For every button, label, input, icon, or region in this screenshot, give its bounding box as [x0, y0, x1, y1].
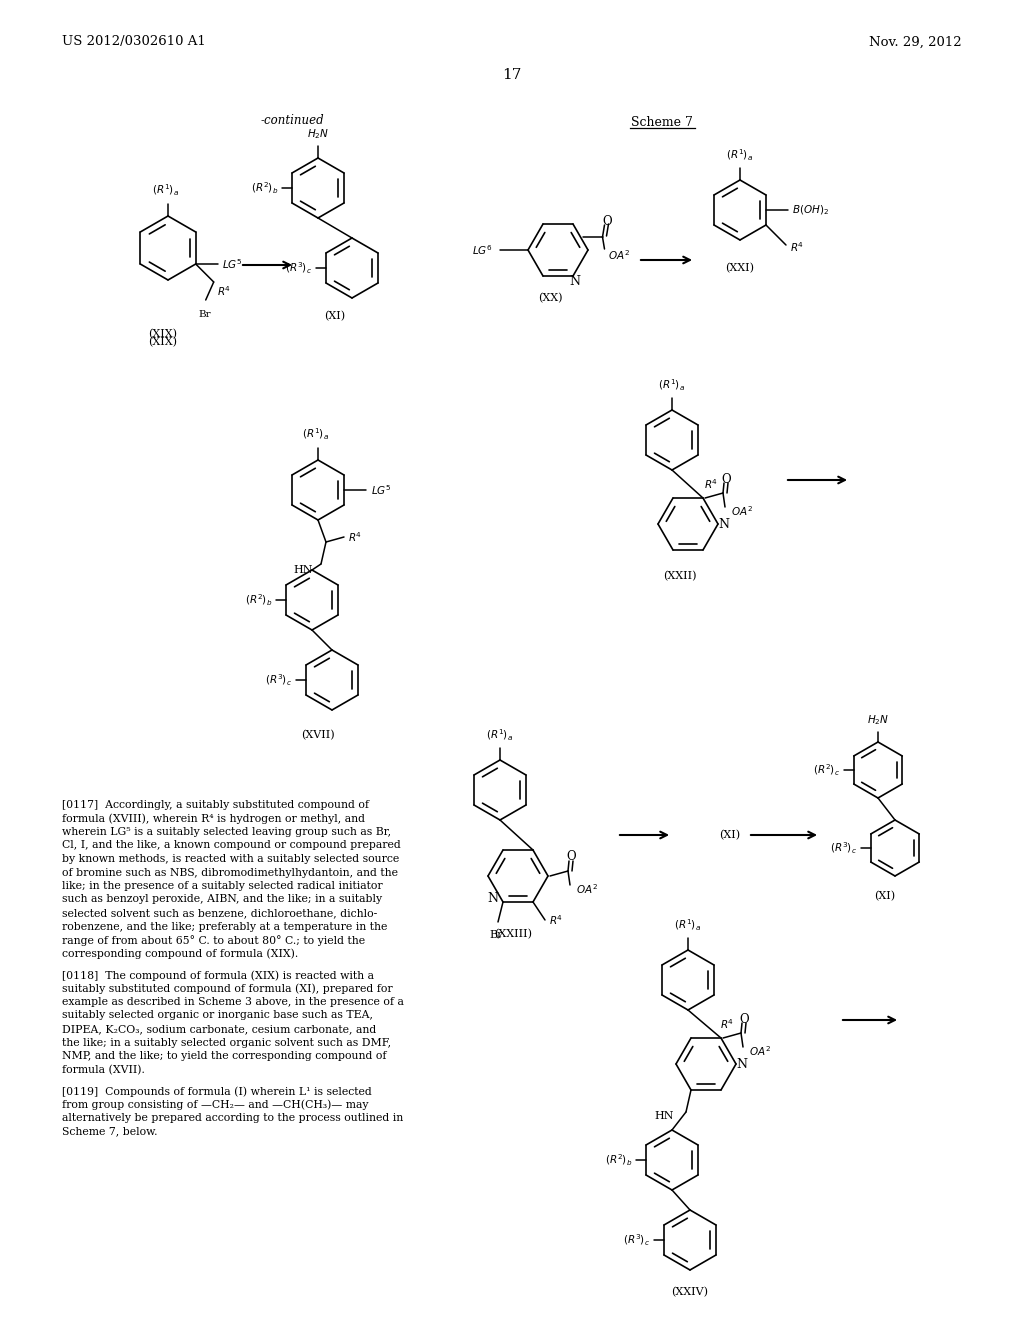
Text: formula (XVIII), wherein R⁴ is hydrogen or methyl, and: formula (XVIII), wherein R⁴ is hydrogen …	[62, 813, 365, 824]
Text: 17: 17	[503, 69, 521, 82]
Text: formula (XVII).: formula (XVII).	[62, 1064, 144, 1074]
Text: like; in the presence of a suitably selected radical initiator: like; in the presence of a suitably sele…	[62, 880, 383, 891]
Text: O: O	[721, 473, 731, 486]
Text: N: N	[719, 517, 729, 531]
Text: by known methods, is reacted with a suitably selected source: by known methods, is reacted with a suit…	[62, 854, 399, 865]
Text: O: O	[603, 215, 612, 227]
Text: (XXIII): (XXIII)	[494, 929, 532, 939]
Text: $(R^2)_b$: $(R^2)_b$	[604, 1152, 632, 1168]
Text: the like; in a suitably selected organic solvent such as DMF,: the like; in a suitably selected organic…	[62, 1038, 391, 1048]
Text: Br: Br	[489, 931, 503, 940]
Text: such as benzoyl peroxide, AIBN, and the like; in a suitably: such as benzoyl peroxide, AIBN, and the …	[62, 895, 382, 904]
Text: Scheme 7: Scheme 7	[631, 116, 693, 128]
Text: (XI): (XI)	[720, 830, 740, 840]
Text: HN: HN	[654, 1111, 674, 1121]
Text: O: O	[739, 1012, 749, 1026]
Text: range of from about 65° C. to about 80° C.; to yield the: range of from about 65° C. to about 80° …	[62, 935, 366, 946]
Text: selected solvent such as benzene, dichloroethane, dichlo-: selected solvent such as benzene, dichlo…	[62, 908, 377, 917]
Text: $OA^2$: $OA^2$	[731, 504, 753, 517]
Text: of bromine such as NBS, dibromodimethylhydantoin, and the: of bromine such as NBS, dibromodimethylh…	[62, 867, 398, 878]
Text: $R^4$: $R^4$	[790, 240, 804, 253]
Text: $LG^5$: $LG^5$	[371, 483, 391, 496]
Text: N: N	[487, 892, 498, 906]
Text: HN: HN	[294, 565, 313, 576]
Text: -continued: -continued	[260, 114, 324, 127]
Text: $OA^2$: $OA^2$	[575, 882, 598, 896]
Text: [0117]  Accordingly, a suitably substituted compound of: [0117] Accordingly, a suitably substitut…	[62, 800, 369, 810]
Text: corresponding compound of formula (XIX).: corresponding compound of formula (XIX).	[62, 949, 298, 960]
Text: (XIX): (XIX)	[148, 337, 177, 347]
Text: example as described in Scheme 3 above, in the presence of a: example as described in Scheme 3 above, …	[62, 997, 403, 1007]
Text: (XXIV): (XXIV)	[672, 1287, 709, 1298]
Text: O: O	[566, 850, 575, 863]
Text: (XXII): (XXII)	[664, 570, 696, 581]
Text: robenzene, and the like; preferably at a temperature in the: robenzene, and the like; preferably at a…	[62, 921, 387, 932]
Text: (XX): (XX)	[538, 293, 562, 304]
Text: [0118]  The compound of formula (XIX) is reacted with a: [0118] The compound of formula (XIX) is …	[62, 970, 374, 981]
Text: $R^4$: $R^4$	[348, 531, 362, 544]
Text: $LG^6$: $LG^6$	[472, 243, 493, 257]
Text: $(R^2)_b$: $(R^2)_b$	[251, 181, 279, 195]
Text: $B(OH)_2$: $B(OH)_2$	[792, 203, 829, 216]
Text: $(R^1)_a$: $(R^1)_a$	[302, 426, 330, 442]
Text: Nov. 29, 2012: Nov. 29, 2012	[869, 36, 962, 49]
Text: Cl, I, and the like, a known compound or compound prepared: Cl, I, and the like, a known compound or…	[62, 841, 400, 850]
Text: $(R^1)_a$: $(R^1)_a$	[153, 182, 179, 198]
Text: (XI): (XI)	[325, 310, 345, 321]
Text: $R^4$: $R^4$	[217, 284, 230, 298]
Text: from group consisting of —CH₂— and —CH(CH₃)— may: from group consisting of —CH₂— and —CH(C…	[62, 1100, 369, 1110]
Text: (XI): (XI)	[874, 891, 896, 902]
Text: suitably selected organic or inorganic base such as TEA,: suitably selected organic or inorganic b…	[62, 1011, 373, 1020]
Text: DIPEA, K₂CO₃, sodium carbonate, cesium carbonate, and: DIPEA, K₂CO₃, sodium carbonate, cesium c…	[62, 1024, 376, 1034]
Text: $(R^3)_c$: $(R^3)_c$	[265, 672, 292, 688]
Text: $(R^3)_c$: $(R^3)_c$	[829, 841, 857, 855]
Text: Scheme 7, below.: Scheme 7, below.	[62, 1126, 158, 1137]
Text: $(R^3)_c$: $(R^3)_c$	[285, 260, 312, 276]
Text: $R^4$: $R^4$	[549, 913, 563, 927]
Text: [0119]  Compounds of formula (I) wherein L¹ is selected: [0119] Compounds of formula (I) wherein …	[62, 1086, 372, 1097]
Text: $(R^1)_a$: $(R^1)_a$	[486, 727, 513, 743]
Text: $(R^2)_c$: $(R^2)_c$	[813, 762, 840, 777]
Text: $LG^5$: $LG^5$	[222, 257, 243, 271]
Text: $(R^2)_b$: $(R^2)_b$	[245, 593, 272, 607]
Text: alternatively be prepared according to the process outlined in: alternatively be prepared according to t…	[62, 1113, 403, 1123]
Text: wherein LG⁵ is a suitably selected leaving group such as Br,: wherein LG⁵ is a suitably selected leavi…	[62, 828, 391, 837]
Text: (XVII): (XVII)	[301, 730, 335, 741]
Text: $H_2N$: $H_2N$	[307, 127, 329, 141]
Text: $OA^2$: $OA^2$	[608, 248, 631, 261]
Text: (XXI): (XXI)	[725, 263, 755, 273]
Text: $H_2N$: $H_2N$	[867, 713, 889, 727]
Text: $R^4$: $R^4$	[705, 477, 719, 491]
Text: Br: Br	[199, 310, 211, 319]
Text: US 2012/0302610 A1: US 2012/0302610 A1	[62, 36, 206, 49]
Text: $(R^3)_c$: $(R^3)_c$	[623, 1233, 650, 1247]
Text: $OA^2$: $OA^2$	[749, 1044, 771, 1057]
Text: (XIX): (XIX)	[148, 329, 177, 339]
Text: $(R^1)_a$: $(R^1)_a$	[726, 148, 754, 162]
Text: $R^4$: $R^4$	[721, 1018, 734, 1031]
Text: NMP, and the like; to yield the corresponding compound of: NMP, and the like; to yield the correspo…	[62, 1051, 386, 1061]
Text: N: N	[569, 276, 581, 289]
Text: $(R^1)_a$: $(R^1)_a$	[675, 917, 701, 933]
Text: suitably substituted compound of formula (XI), prepared for: suitably substituted compound of formula…	[62, 983, 392, 994]
Text: N: N	[736, 1057, 748, 1071]
Text: $(R^1)_a$: $(R^1)_a$	[658, 378, 685, 393]
